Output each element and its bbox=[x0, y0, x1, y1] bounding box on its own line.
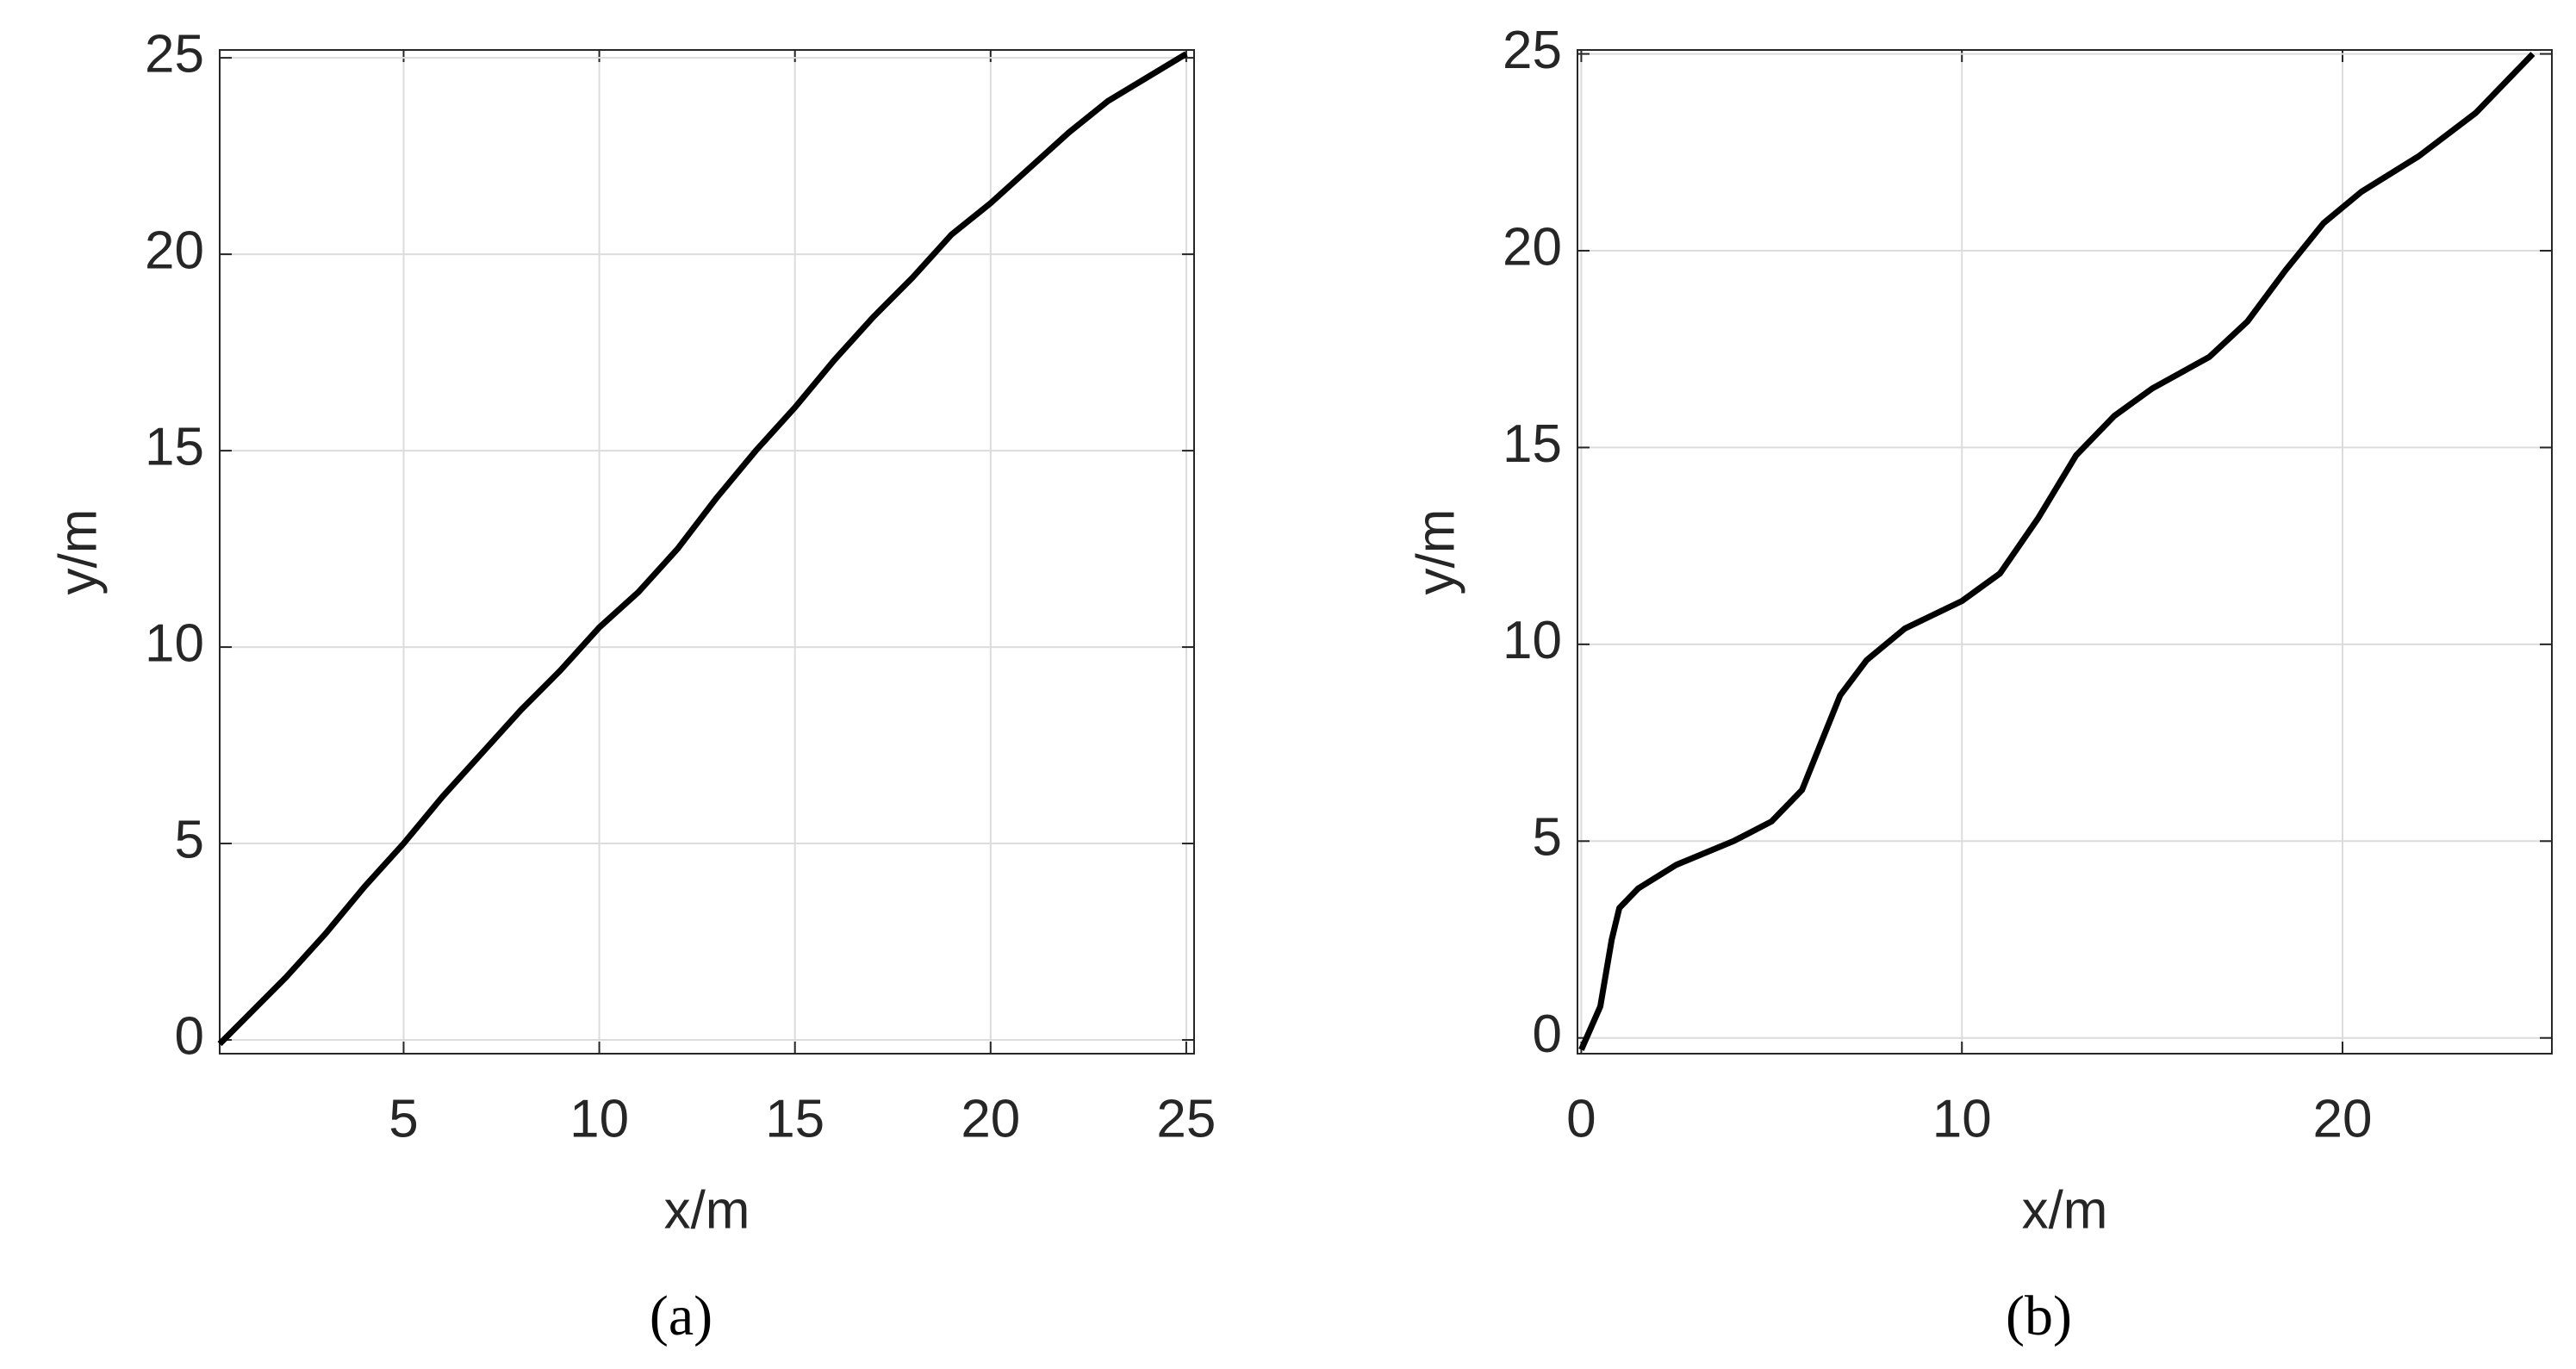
x-axis-label: x/m bbox=[2022, 1180, 2108, 1240]
y-tick-label: 0 bbox=[175, 1006, 204, 1066]
caption: (a) bbox=[650, 1285, 712, 1347]
data-line bbox=[217, 51, 1188, 1047]
y-axis-label: y/m bbox=[1406, 509, 1465, 595]
caption: (b) bbox=[2006, 1285, 2072, 1347]
x-tick-label: 5 bbox=[389, 1089, 418, 1148]
x-tick-label: 10 bbox=[569, 1089, 629, 1148]
plot-frame bbox=[219, 49, 1195, 1055]
y-tick-label: 0 bbox=[1533, 1005, 1562, 1064]
x-tick-label: 20 bbox=[961, 1089, 1020, 1148]
y-tick-label: 25 bbox=[145, 24, 204, 84]
y-tick-label: 20 bbox=[1503, 217, 1562, 277]
y-tick-label: 25 bbox=[1503, 21, 1562, 80]
y-tick-label: 15 bbox=[145, 417, 204, 476]
x-tick-label: 10 bbox=[1932, 1089, 1992, 1148]
y-tick-label: 20 bbox=[145, 221, 204, 280]
y-tick-label: 10 bbox=[145, 613, 204, 673]
y-tick-label: 5 bbox=[175, 810, 204, 869]
y-tick-label: 15 bbox=[1503, 414, 1562, 474]
y-tick-label: 5 bbox=[1533, 808, 1562, 868]
data-line bbox=[1578, 52, 2536, 1051]
x-tick-label: 20 bbox=[2313, 1089, 2373, 1148]
plot-frame bbox=[1577, 49, 2553, 1055]
y-axis-label: y/m bbox=[48, 509, 108, 595]
y-tick-label: 10 bbox=[1503, 611, 1562, 670]
x-tick-label: 0 bbox=[1566, 1089, 1596, 1148]
x-tick-label: 25 bbox=[1156, 1089, 1216, 1148]
x-tick-label: 15 bbox=[765, 1089, 824, 1148]
x-axis-label: x/m bbox=[664, 1180, 750, 1240]
